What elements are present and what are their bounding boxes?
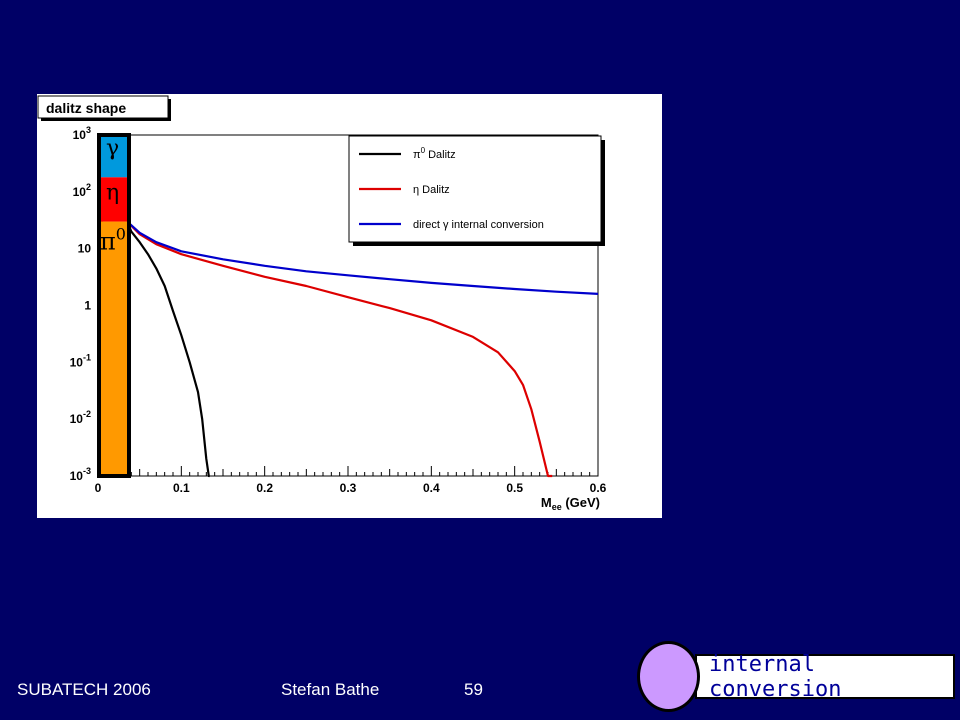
legend-label-eta: η Dalitz: [413, 184, 450, 196]
x-tick-label: 0.5: [506, 481, 523, 495]
footer-page-number: 59: [464, 680, 483, 699]
x-tick-label: 0.6: [590, 481, 607, 495]
footer-conference: SUBATECH 2006: [17, 680, 151, 699]
y-tick-label: 10-2: [70, 409, 91, 426]
band-gamma-label: γ: [106, 136, 119, 161]
footer-author: Stefan Bathe: [281, 680, 380, 699]
band-gamma: [99, 135, 129, 178]
band-eta: [99, 177, 129, 222]
chart-title: dalitz shape: [46, 100, 126, 116]
y-tick-label: 103: [73, 125, 91, 142]
chart-panel: dalitz shape 0 0.1 0.2 0.3 0.4 0.5 0.6 103 102 10 1…: [37, 94, 662, 518]
band-outline: [97, 133, 131, 478]
band-pi0: [99, 221, 129, 476]
title-box: [37, 95, 169, 119]
y-tick-label: 10-1: [70, 352, 91, 369]
internal-conversion-callout: internal conversion: [695, 651, 955, 702]
band-eta-label: η: [106, 180, 119, 205]
y-tick-label: 102: [73, 182, 91, 199]
x-tick-label: 0.3: [340, 481, 357, 495]
x-tick-label: 0.2: [256, 481, 273, 495]
series-pi0-line: [126, 221, 210, 478]
x-axis-title: Mee (GeV): [541, 495, 600, 512]
legend-label-pi0: π0 Dalitz: [413, 146, 456, 161]
x-tick-label: 0.4: [423, 481, 440, 495]
legend-label-gamma: direct γ internal conversion: [413, 219, 544, 231]
callout-circle: [637, 641, 700, 712]
y-tick-label: 10: [78, 242, 92, 256]
x-tick-label: 0: [95, 481, 102, 495]
y-tick-label: 1: [84, 299, 91, 313]
y-tick-label: 10-3: [70, 466, 91, 483]
x-tick-label: 0.1: [173, 481, 190, 495]
series-gamma-line: [126, 220, 599, 295]
callout-label: internal conversion: [709, 651, 842, 702]
series-eta-line: [126, 220, 553, 478]
